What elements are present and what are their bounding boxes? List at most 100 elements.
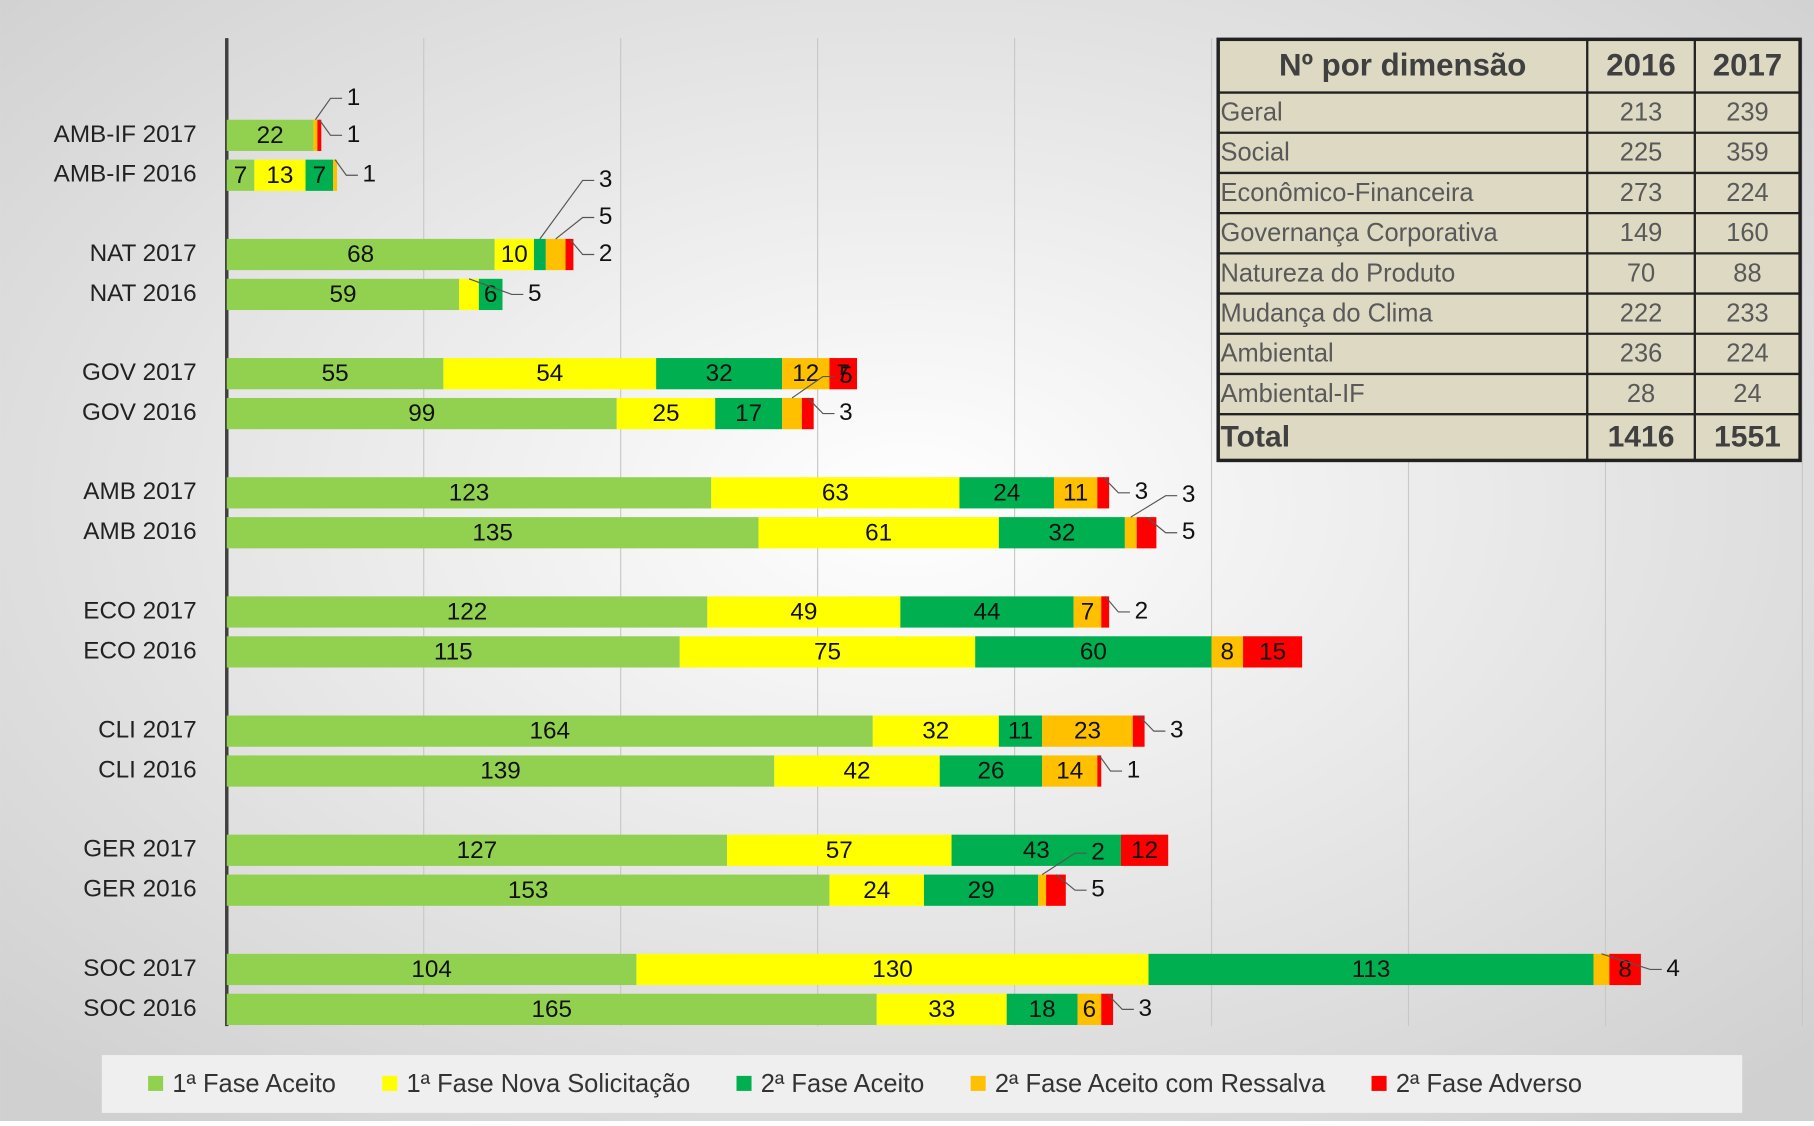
data-label: 75 — [814, 638, 841, 665]
table-cell: 224 — [1726, 340, 1768, 368]
table-cell: 2017 — [1713, 47, 1782, 82]
bar-segment — [1101, 993, 1114, 1025]
data-label: 43 — [1023, 837, 1050, 864]
table-bg — [1216, 37, 1802, 463]
bar-segment — [951, 834, 1121, 866]
legend-swatch — [148, 1075, 164, 1091]
data-label: 32 — [1048, 519, 1075, 546]
bar-segment — [707, 596, 901, 628]
legend-swatch — [1371, 1075, 1387, 1091]
y-tick-label: CLI 2017 — [98, 717, 197, 744]
bar-segment — [545, 238, 566, 271]
bar-segment — [758, 517, 999, 549]
data-label: 42 — [844, 758, 871, 785]
bar-segment — [1042, 715, 1133, 747]
bar-segment — [1097, 477, 1110, 509]
data-label: 153 — [508, 877, 549, 904]
y-tick-label: GER 2017 — [83, 836, 196, 863]
data-label: 1 — [347, 121, 361, 148]
data-label: 7 — [234, 162, 248, 189]
data-label: 55 — [322, 360, 349, 387]
leader-line — [468, 278, 524, 295]
data-label: 12 — [792, 360, 819, 387]
data-label: 24 — [863, 877, 890, 904]
leader-line — [791, 375, 835, 399]
bar-segment — [1120, 834, 1169, 866]
y-tick-label: SOC 2017 — [83, 955, 196, 982]
bar-segment — [939, 755, 1043, 787]
bar-segment — [226, 397, 617, 430]
leader-line — [1130, 495, 1178, 518]
data-label: 44 — [974, 599, 1001, 626]
data-label: 139 — [480, 758, 521, 785]
bar-segment — [1211, 636, 1244, 668]
bar-segment — [226, 596, 708, 628]
data-label: 3 — [1135, 478, 1149, 505]
bar-segment — [226, 477, 712, 509]
bar-segment — [226, 119, 314, 151]
legend-box — [101, 1055, 1743, 1113]
data-label: 3 — [839, 399, 853, 426]
bar-segment — [226, 755, 775, 787]
bar-segment — [226, 715, 873, 747]
y-tick-label: AMB 2016 — [83, 518, 196, 545]
data-label: 23 — [1074, 718, 1101, 745]
data-label: 17 — [735, 400, 762, 427]
table-cell: 213 — [1620, 99, 1662, 127]
bar-segment — [975, 636, 1212, 668]
data-label: 7 — [313, 162, 327, 189]
legend-label: 2ª Fase Aceito — [761, 1070, 925, 1098]
table-cell: 1416 — [1608, 420, 1675, 453]
bar-segment — [1593, 953, 1610, 986]
bar-segment — [801, 397, 814, 430]
y-tick-label: GOV 2017 — [82, 359, 197, 386]
bar-segment — [998, 517, 1125, 549]
data-label: 22 — [257, 122, 284, 149]
data-label: 49 — [790, 599, 817, 626]
bar-segment — [226, 874, 830, 906]
bar-segment — [317, 119, 322, 151]
leader-line — [539, 179, 595, 240]
bar-segment — [459, 278, 479, 311]
leader-line — [318, 119, 343, 136]
bar-segment — [1097, 755, 1102, 787]
bar-segment — [226, 636, 680, 668]
bar-segment — [478, 278, 503, 311]
data-label: 2 — [599, 240, 613, 267]
data-label: 59 — [329, 281, 356, 308]
table-cell: Econômico-Financeira — [1221, 179, 1475, 207]
leader-line — [1102, 476, 1130, 494]
bar-segment — [1136, 517, 1157, 549]
table-cell: Geral — [1221, 99, 1283, 127]
data-label: 61 — [865, 519, 892, 546]
bar-segment — [959, 477, 1054, 509]
data-label: 130 — [872, 956, 913, 983]
data-label: 14 — [1056, 758, 1083, 785]
bar-segment — [565, 238, 574, 271]
bar-segment — [900, 596, 1074, 628]
table-cell: 2016 — [1606, 47, 1675, 82]
leader-line — [569, 238, 595, 256]
bar-segment — [305, 159, 334, 191]
data-label: 2 — [1091, 839, 1105, 866]
data-label: 3 — [1139, 995, 1153, 1022]
table-cell: 359 — [1726, 139, 1768, 167]
table-cell: 28 — [1627, 380, 1655, 408]
bar-segment — [616, 397, 716, 430]
legend-swatch — [382, 1075, 398, 1091]
table-cell: 225 — [1620, 139, 1662, 167]
data-label: 8 — [1221, 638, 1235, 665]
table-cell: Governança Corporativa — [1221, 219, 1499, 247]
data-label: 68 — [347, 241, 374, 268]
leader-line — [1601, 953, 1662, 971]
data-label: 32 — [706, 360, 733, 387]
leader-line — [1146, 516, 1178, 534]
leader-line — [807, 397, 835, 415]
bar-segment — [1132, 715, 1145, 747]
table-cell: Total — [1221, 420, 1291, 453]
data-label: 123 — [449, 479, 490, 506]
bar-segment — [226, 358, 444, 390]
bar-segment — [829, 874, 924, 906]
